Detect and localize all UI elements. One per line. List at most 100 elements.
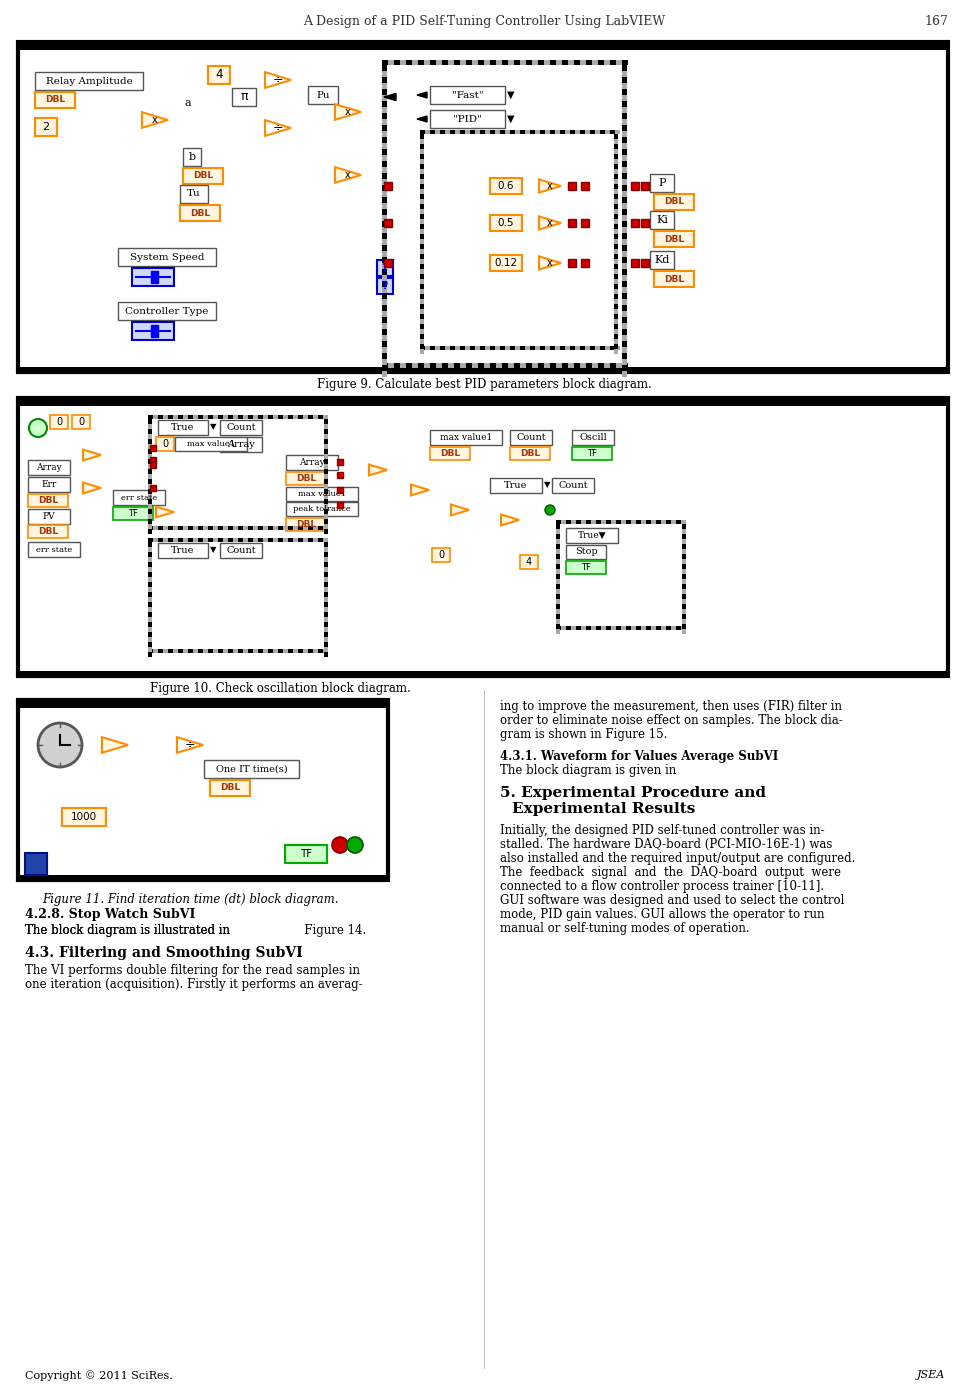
Bar [641,219,649,227]
Bar [682,554,686,559]
Bar [148,449,152,455]
Bar [148,468,152,474]
Bar [382,256,387,263]
Bar [337,486,343,493]
Bar [682,559,686,564]
Bar [218,527,223,529]
Bar [337,502,343,509]
Bar [470,130,475,134]
Bar [148,505,152,509]
Bar [148,647,152,651]
Bar [420,334,424,340]
Bar [606,626,611,631]
Bar [273,414,278,419]
Bar [614,315,618,319]
Bar [420,219,424,225]
Bar [622,150,627,155]
Polygon shape [501,514,519,525]
Bar [622,269,627,274]
Bar [188,414,193,419]
Bar [324,449,328,455]
Polygon shape [384,93,396,101]
Bar [420,299,424,304]
Bar [400,363,406,369]
Bar [420,290,424,294]
Bar [430,346,435,351]
Bar [168,414,173,419]
Bar [420,279,424,284]
Bar [173,649,178,653]
Bar [148,434,152,439]
Bar [324,542,328,547]
Bar [382,341,387,346]
Bar [590,346,595,351]
Bar [636,520,641,524]
Bar [148,577,152,582]
Bar [556,549,560,554]
Bar [62,808,106,826]
Bar [394,60,400,65]
Text: 4: 4 [215,68,223,82]
Bar [622,299,627,305]
Bar [148,626,152,632]
Text: 0.12: 0.12 [495,258,518,267]
Bar [158,527,163,529]
Text: max value1: max value1 [187,439,235,448]
Bar [420,134,424,139]
Bar [148,649,153,653]
Bar [605,130,610,134]
Bar [382,96,387,101]
Text: 2: 2 [43,122,49,132]
Bar [382,125,387,132]
Bar [168,649,173,653]
Text: 0.5: 0.5 [498,218,514,229]
Bar [420,225,424,229]
Bar [622,346,627,353]
Bar [535,130,540,134]
Bar [178,414,183,419]
Bar [556,614,560,620]
Text: Count: Count [559,481,588,491]
Bar [258,538,263,542]
Bar [562,60,568,65]
Bar [420,159,424,164]
Text: DBL: DBL [520,449,540,457]
Bar [651,626,656,631]
Bar [303,527,308,529]
Bar [420,274,424,279]
Bar [28,460,70,475]
Bar [631,259,639,267]
Bar [615,346,620,351]
Bar [324,480,328,484]
Bar [258,527,263,529]
Bar [382,238,387,245]
Bar [556,599,560,604]
Bar [324,474,328,480]
Bar [203,538,208,542]
Bar [323,538,328,542]
Bar [324,577,328,582]
Bar [570,346,575,351]
Bar [556,529,560,534]
Bar [420,164,424,169]
Bar [72,414,90,430]
Bar [641,626,646,631]
Text: One IT time(s): One IT time(s) [216,765,287,773]
Bar [382,184,387,191]
Bar [148,414,153,419]
Bar [18,398,948,406]
Bar [313,538,318,542]
Text: ÷: ÷ [273,73,284,86]
Bar [268,649,273,653]
Bar [238,649,243,653]
Polygon shape [335,104,361,119]
Bar [496,60,502,65]
Bar [243,527,248,529]
Bar [148,464,152,468]
Bar [382,346,387,353]
Bar [595,130,600,134]
Bar [526,60,532,65]
Bar [148,651,152,657]
Bar [614,290,618,294]
Bar [313,649,318,653]
